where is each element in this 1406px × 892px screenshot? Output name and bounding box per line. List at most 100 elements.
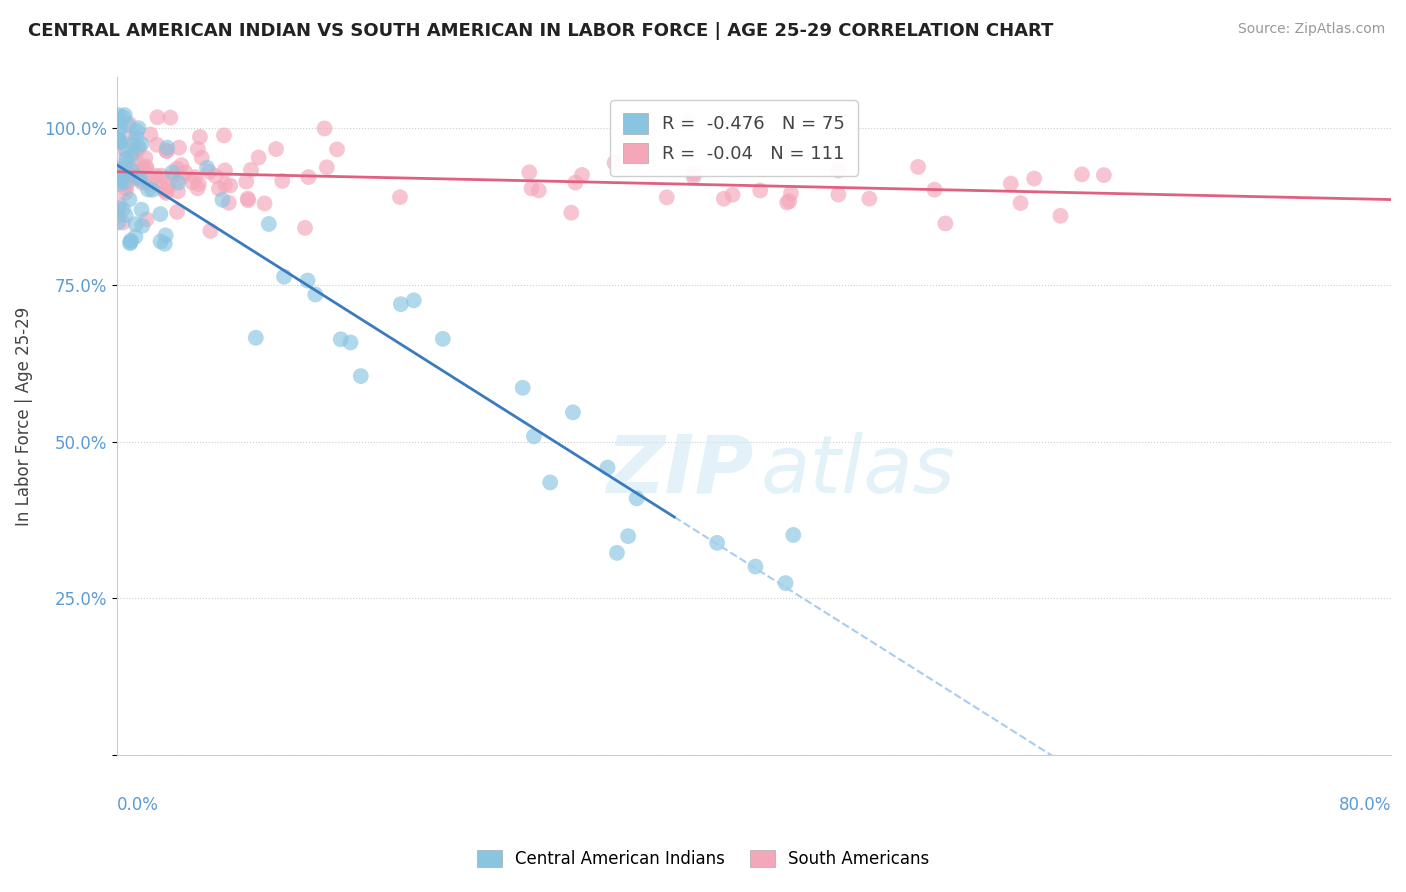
Point [564,176,586,190]
Point [749,183,772,197]
Point [115,144,138,158]
Point [110,172,132,186]
Point [135,159,157,173]
Point [156,140,179,154]
Point [115,178,138,192]
Point [682,167,704,181]
Point [146,173,169,187]
Point [166,161,188,176]
Point [561,405,583,419]
Point [125,217,148,231]
Point [523,429,546,443]
Point [111,169,134,184]
Point [198,164,221,178]
Text: 80.0%: 80.0% [1339,796,1391,814]
Point [858,192,880,206]
Point [107,201,129,215]
Legend: R =  -0.476   N = 75, R =  -0.04   N = 111: R = -0.476 N = 75, R = -0.04 N = 111 [610,100,858,176]
Point [135,162,157,177]
Point [721,187,744,202]
Point [187,177,209,191]
Text: atlas: atlas [761,432,955,509]
Point [131,137,153,152]
Point [107,135,129,149]
Point [112,169,135,184]
Point [107,133,129,147]
Point [120,235,142,249]
Point [606,546,628,560]
Point [212,128,235,143]
Point [146,110,169,124]
Point [517,165,540,179]
Point [118,117,141,131]
Point [827,187,849,202]
Point [121,137,143,152]
Point [655,190,678,204]
Point [200,224,222,238]
Point [214,163,236,178]
Point [778,194,800,208]
Point [120,234,142,248]
Point [1024,171,1046,186]
Point [617,529,640,543]
Point [329,332,352,346]
Point [187,181,209,195]
Point [122,145,145,160]
Point [159,111,181,125]
Point [115,152,138,166]
Point [389,297,412,311]
Point [240,162,263,177]
Point [111,216,134,230]
Point [214,178,236,192]
Point [713,192,735,206]
Point [122,171,145,186]
Point [187,142,209,156]
Point [118,193,141,207]
Point [135,212,157,227]
Text: Source: ZipAtlas.com: Source: ZipAtlas.com [1237,22,1385,37]
Point [114,208,136,222]
Point [271,174,294,188]
Point [128,121,150,136]
Point [1071,167,1094,181]
Point [120,150,142,164]
Point [114,186,136,200]
Point [253,196,276,211]
Point [744,559,766,574]
Point [117,118,139,132]
Point [219,178,242,193]
Point [682,169,704,184]
Point [1049,209,1071,223]
Point [120,236,142,251]
Text: ZIP: ZIP [606,432,754,509]
Point [157,179,180,194]
Point [121,164,143,178]
Point [129,173,152,187]
Text: 0.0%: 0.0% [117,796,159,814]
Point [145,169,167,183]
Point [149,235,172,249]
Point [1010,196,1032,211]
Point [114,176,136,190]
Point [314,121,336,136]
Point [138,177,160,191]
Point [114,108,136,122]
Point [107,132,129,146]
Point [166,205,188,219]
Point [150,182,173,196]
Point [134,151,156,165]
Point [120,131,142,145]
Point [132,162,155,177]
Point [235,175,257,189]
Point [706,536,728,550]
Point [315,161,337,175]
Point [304,287,326,301]
Y-axis label: In Labor Force | Age 25-29: In Labor Force | Age 25-29 [15,307,32,526]
Point [218,195,240,210]
Point [110,135,132,149]
Point [211,193,233,207]
Point [125,131,148,145]
Point [167,176,190,190]
Point [146,137,169,152]
Point [560,205,582,219]
